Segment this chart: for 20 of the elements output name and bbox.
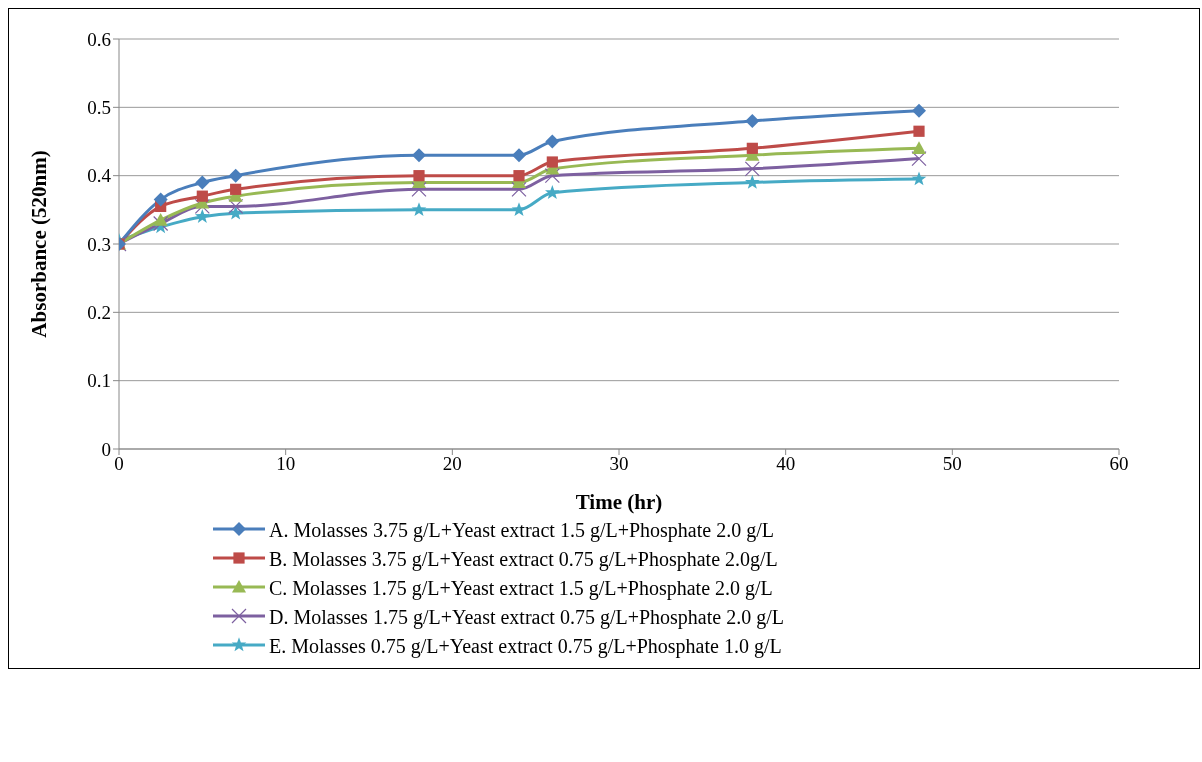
x-tick-label: 10 bbox=[276, 453, 296, 475]
y-tick-label: 0 bbox=[101, 438, 111, 460]
x-tick-label: 60 bbox=[1109, 453, 1129, 475]
y-tick-label: 0.4 bbox=[87, 165, 112, 187]
legend-label: E. Molasses 0.75 g/L+Yeast extract 0.75 g/L+Phosphate 1.0 g/L bbox=[269, 635, 782, 658]
legend-label: C. Molasses 1.75 g/L+Yeast extract 1.5 g/L+Phosphate 2.0 g/L bbox=[269, 577, 773, 600]
x-tick-label: 30 bbox=[609, 453, 629, 475]
y-tick-label: 0.6 bbox=[87, 28, 111, 50]
y-tick-label: 0.2 bbox=[87, 302, 111, 324]
y-tick-label: 0.3 bbox=[87, 233, 111, 255]
y-tick-label: 0.5 bbox=[87, 97, 111, 119]
legend-label: A. Molasses 3.75 g/L+Yeast extract 1.5 g/L+Phosphate 2.0 g/L bbox=[269, 519, 774, 542]
x-tick-label: 50 bbox=[942, 453, 962, 475]
legend-label: D. Molasses 1.75 g/L+Yeast extract 0.75 g/L+Phosphate 2.0 g/L bbox=[269, 606, 784, 629]
y-axis-title: Absorbance (520nm) bbox=[27, 150, 52, 338]
x-tick-label: 20 bbox=[442, 453, 462, 475]
x-tick-label: 40 bbox=[776, 453, 796, 475]
legend-label: B. Molasses 3.75 g/L+Yeast extract 0.75 g/L+Phosphate 2.0g/L bbox=[269, 548, 778, 571]
y-tick-label: 0.1 bbox=[87, 370, 111, 392]
x-axis-title: Time (hr) bbox=[575, 490, 663, 514]
